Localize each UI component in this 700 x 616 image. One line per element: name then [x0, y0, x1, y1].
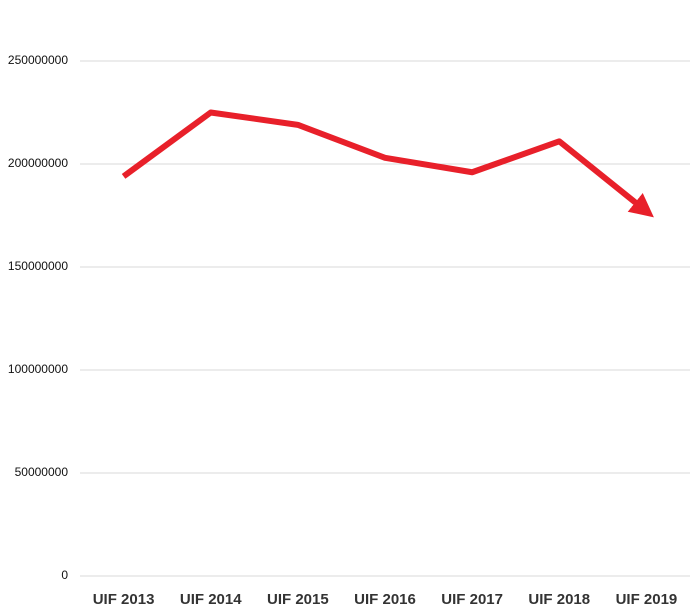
x-tick-label: UIF 2013: [93, 591, 155, 608]
y-tick-label: 100000000: [8, 362, 68, 376]
y-tick-label: 250000000: [8, 53, 68, 67]
x-tick-label: UIF 2017: [441, 591, 503, 608]
y-tick-label: 200000000: [8, 156, 68, 170]
data-line: [121, 109, 654, 218]
y-tick-label: 0: [61, 568, 68, 582]
x-tick-label: UIF 2019: [616, 591, 678, 608]
x-tick-label: UIF 2015: [267, 591, 329, 608]
x-tick-label: UIF 2018: [528, 591, 590, 608]
x-tick-label: UIF 2016: [354, 591, 416, 608]
x-tick-label: UIF 2014: [180, 591, 242, 608]
y-tick-label: 50000000: [15, 465, 69, 479]
y-tick-label: 150000000: [8, 259, 68, 273]
